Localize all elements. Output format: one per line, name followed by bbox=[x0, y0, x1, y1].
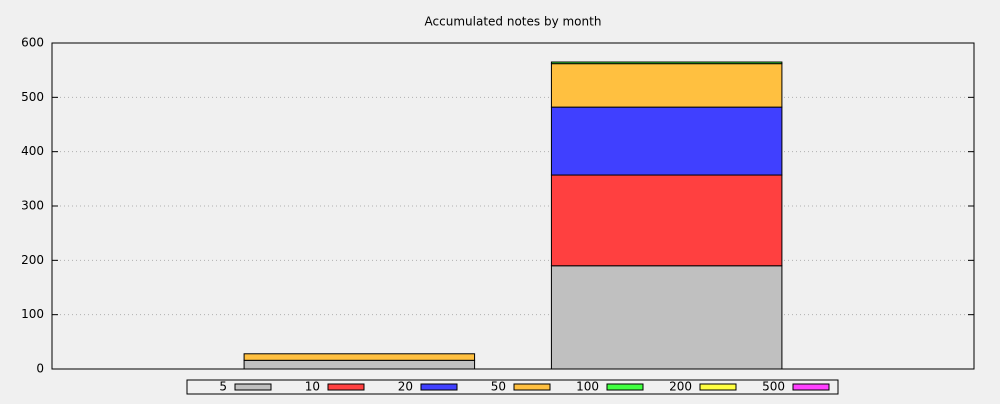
legend-swatch bbox=[513, 383, 551, 391]
legend-swatch bbox=[420, 383, 458, 391]
y-tick-label: 200 bbox=[21, 253, 44, 267]
legend-swatch bbox=[699, 383, 737, 391]
y-tick-label: 600 bbox=[21, 36, 44, 50]
legend-swatch bbox=[327, 383, 365, 391]
legend-box bbox=[186, 379, 839, 395]
legend-label: 50 bbox=[491, 380, 506, 394]
bar-segment bbox=[550, 106, 783, 176]
bar-segment bbox=[550, 63, 783, 108]
legend-swatch bbox=[792, 383, 830, 391]
legend-label: 500 bbox=[762, 380, 785, 394]
y-tick-label: 100 bbox=[21, 307, 44, 321]
legend-label: 5 bbox=[219, 380, 227, 394]
y-tick-label: 0 bbox=[36, 362, 44, 376]
bar-segment bbox=[550, 265, 783, 370]
legend-label: 20 bbox=[398, 380, 413, 394]
legend-label: 200 bbox=[669, 380, 692, 394]
legend-swatch bbox=[234, 383, 272, 391]
y-tick-label: 500 bbox=[21, 90, 44, 104]
bar-segment bbox=[243, 353, 476, 361]
bar-segment bbox=[550, 174, 783, 267]
y-tick-label: 400 bbox=[21, 144, 44, 158]
legend-swatch bbox=[606, 383, 644, 391]
legend-label: 100 bbox=[576, 380, 599, 394]
chart-title: Accumulated notes by month bbox=[425, 15, 602, 29]
legend-label: 10 bbox=[305, 380, 320, 394]
bar-segment bbox=[243, 359, 476, 370]
y-tick-label: 300 bbox=[21, 199, 44, 213]
bar-segment bbox=[550, 61, 783, 65]
plot-frame bbox=[51, 42, 975, 370]
